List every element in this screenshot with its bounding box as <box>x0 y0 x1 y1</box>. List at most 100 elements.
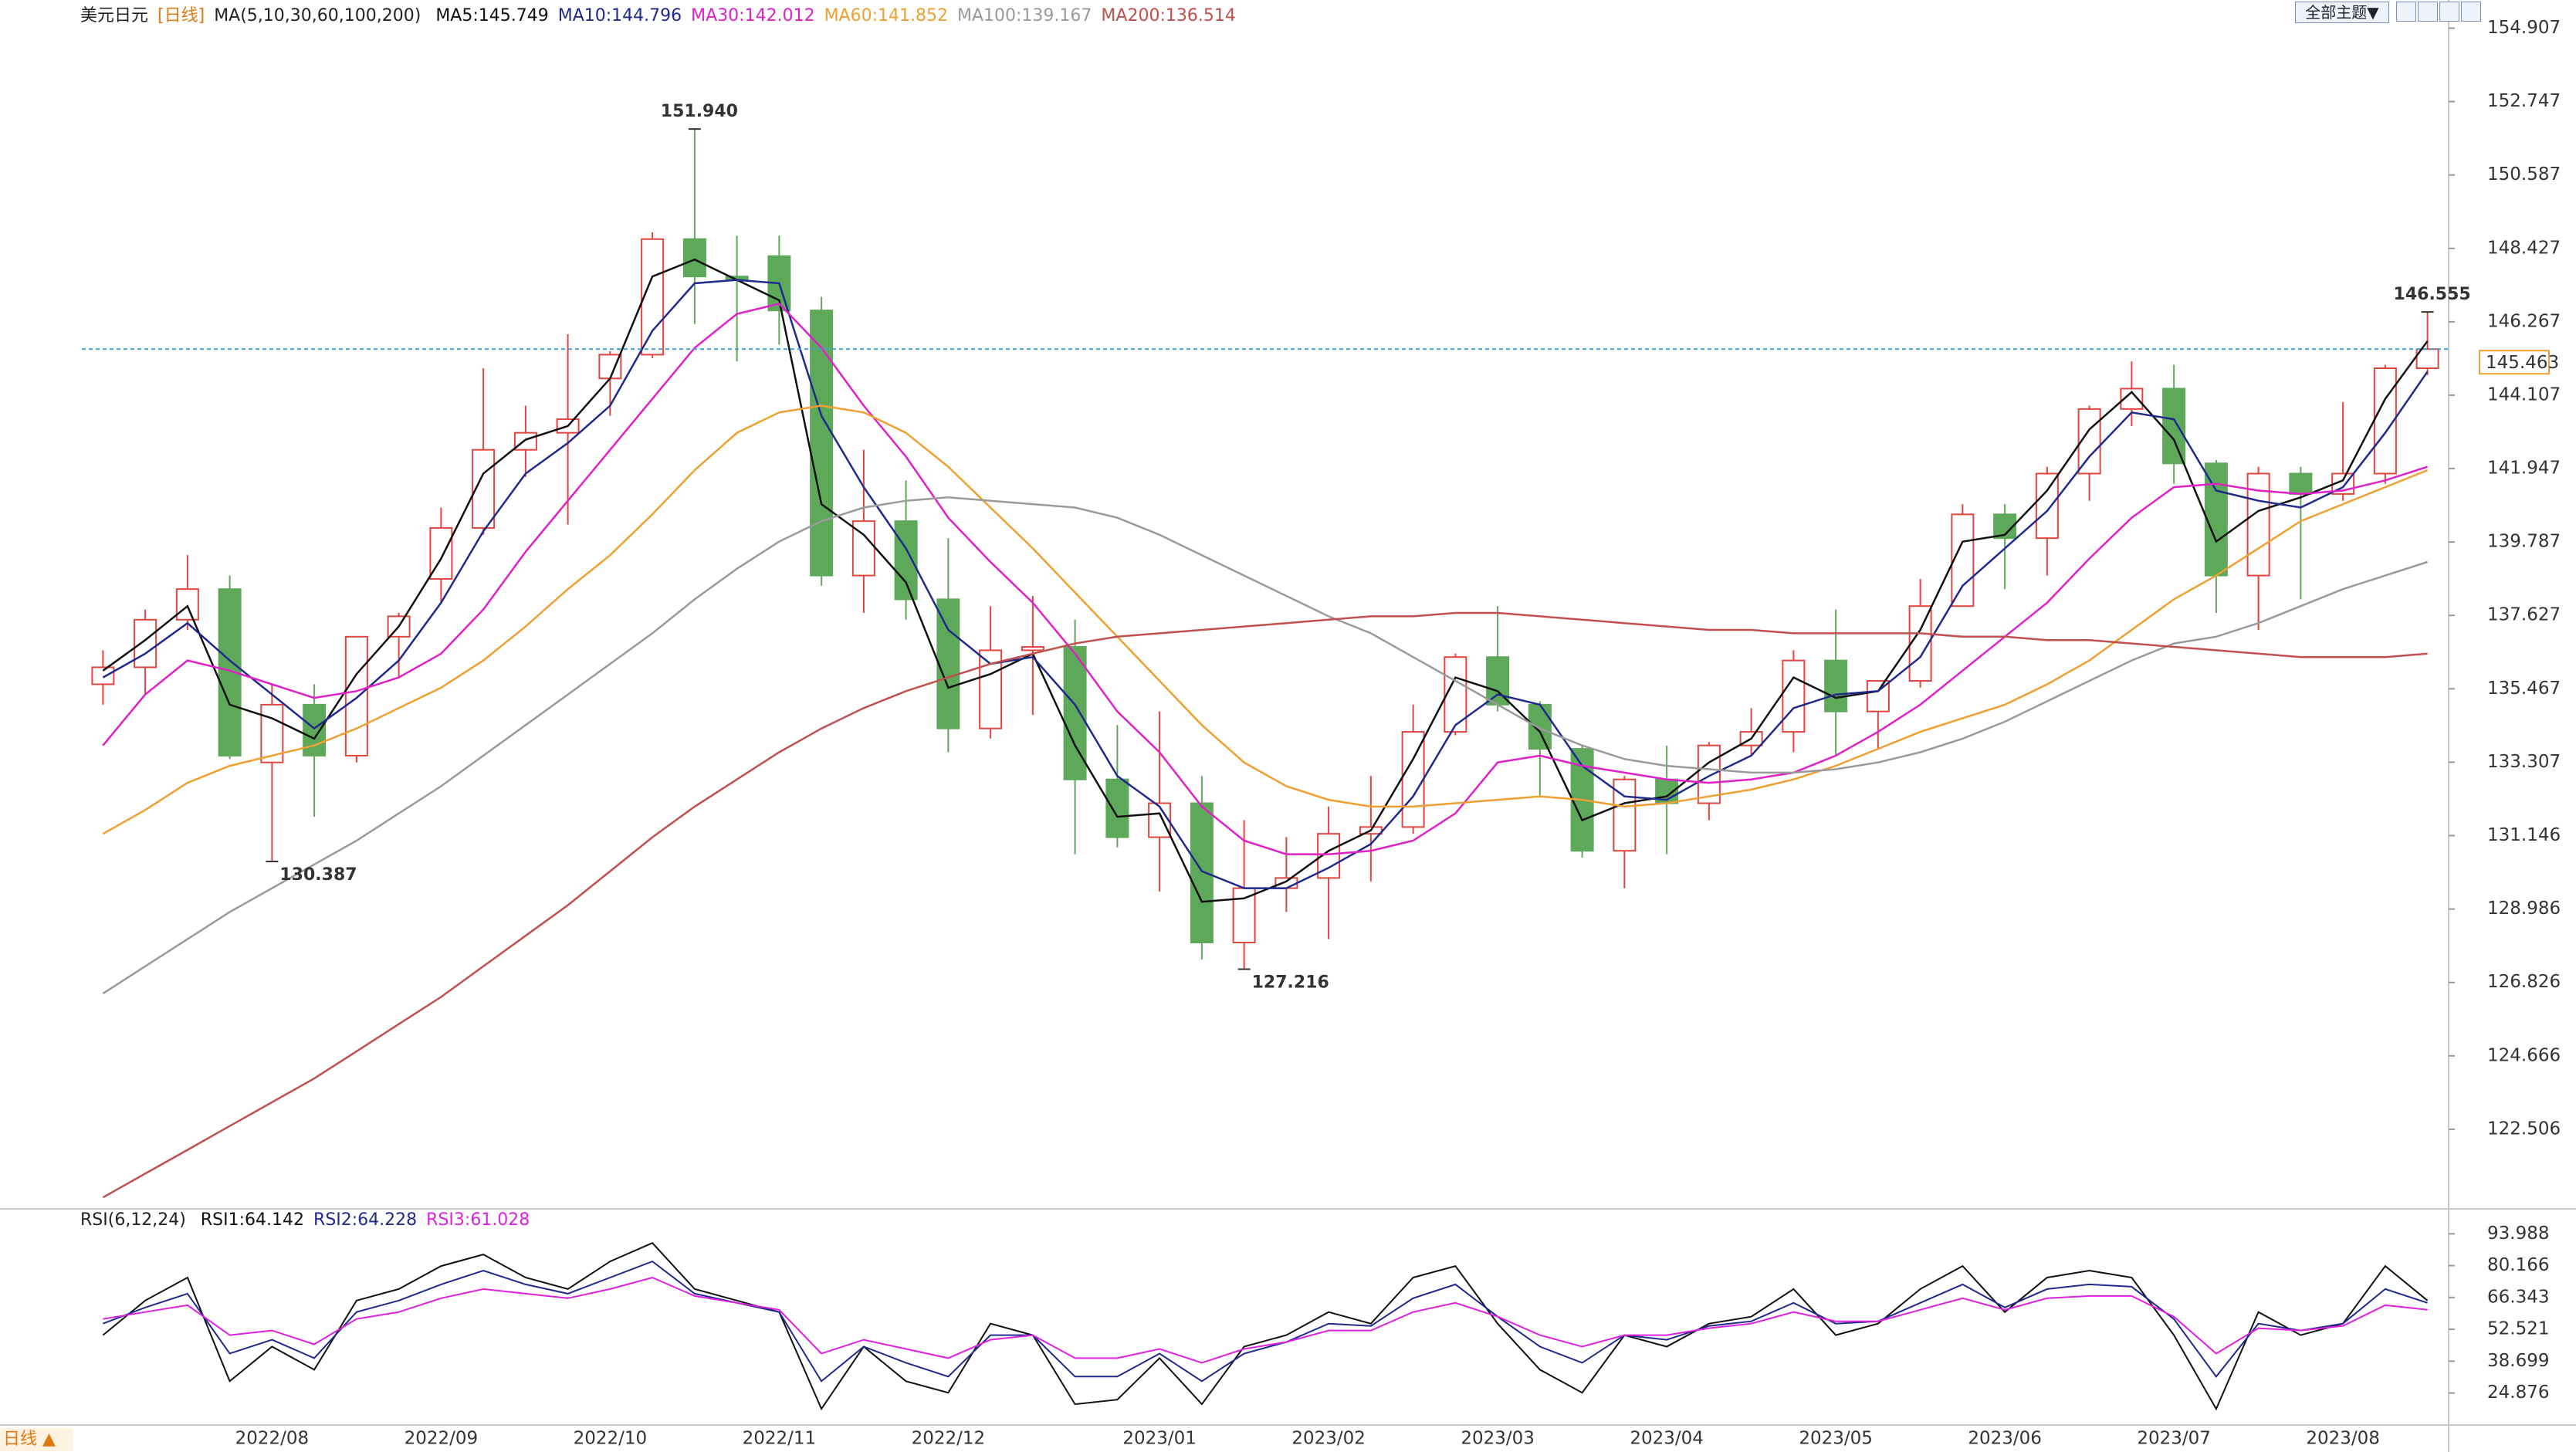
y-tick-label: 124.666 <box>2487 1045 2561 1065</box>
x-tick-label: 2023/06 <box>1968 1429 2042 1449</box>
ma-line <box>102 611 2428 1199</box>
candle-body <box>513 432 537 451</box>
y-tick-label: 150.587 <box>2487 164 2561 184</box>
candle-body <box>1105 778 1129 838</box>
y-tick-label: 131.146 <box>2487 825 2561 845</box>
y-tick-label: 144.107 <box>2487 384 2561 404</box>
y-tick-label: 139.787 <box>2487 532 2561 552</box>
icon-button[interactable] <box>2461 2 2481 22</box>
candle-body <box>2204 462 2228 577</box>
x-tick-label: 2022/08 <box>235 1429 310 1449</box>
annotation: 130.387 <box>279 865 357 885</box>
legend-item: MA100:139.167 <box>957 6 1092 25</box>
ma-label: MA(5,10,30,60,100,200) <box>214 6 421 25</box>
y-tick-label: 126.826 <box>2487 972 2561 992</box>
annotation: 151.940 <box>661 102 738 121</box>
candle-body <box>682 238 706 278</box>
annotation: 127.216 <box>1252 973 1329 993</box>
candle-body <box>91 666 115 685</box>
ma-line <box>102 404 2429 835</box>
candle-body <box>1190 802 1214 944</box>
rsi-line <box>103 1276 2428 1364</box>
x-tick-label: 2022/10 <box>574 1429 648 1449</box>
x-tick-label: 2022/11 <box>743 1429 817 1449</box>
legend-item: MA10:144.796 <box>557 6 682 25</box>
candle-body <box>936 598 960 729</box>
candle-body <box>344 635 368 756</box>
candle-body <box>1274 877 1298 889</box>
legend-item: MA60:141.852 <box>824 6 948 25</box>
x-tick-label: 2023/02 <box>1291 1429 1366 1449</box>
y-tick-label: 24.876 <box>2487 1383 2549 1403</box>
x-tick-label: 2022/09 <box>405 1429 479 1449</box>
y-tick-label: 128.986 <box>2487 899 2561 919</box>
y-tick-label: 146.267 <box>2487 311 2561 331</box>
y-tick-label: 148.427 <box>2487 238 2561 258</box>
x-tick-label: 2023/01 <box>1122 1429 1197 1449</box>
legend-item: MA200:136.514 <box>1101 6 1236 25</box>
x-tick-label: 2022/12 <box>912 1429 986 1449</box>
rsi-line <box>102 1241 2429 1411</box>
candle-body <box>134 618 157 668</box>
candle-body <box>429 526 453 580</box>
icon-button[interactable] <box>2439 2 2459 22</box>
ma-line <box>102 303 2428 855</box>
x-tick-label: 2023/04 <box>1630 1429 1704 1449</box>
candle-body <box>2289 472 2313 495</box>
candle-body <box>175 588 199 621</box>
ma-line <box>102 258 2429 903</box>
y-tick-label: 137.627 <box>2487 605 2561 625</box>
legend-item: RSI1:64.142 <box>200 1210 305 1230</box>
x-tick-label: 2023/03 <box>1461 1429 1535 1449</box>
icon-button[interactable] <box>2418 2 2438 22</box>
candle-body <box>1401 731 1425 828</box>
chart-header: 美元日元 [日线] MA(5,10,30,60,100,200) MA5:145.7… <box>80 2 1245 26</box>
ma-line <box>102 496 2428 995</box>
candle-body <box>1951 513 1975 608</box>
candle-body <box>1021 646 1044 652</box>
period-tab[interactable]: 日线 ▲ <box>0 1428 73 1451</box>
x-tick-label: 2023/08 <box>2306 1429 2380 1449</box>
y-tick-label: 154.907 <box>2487 18 2561 38</box>
chart-title: 美元日元 <box>80 6 149 25</box>
candle-body <box>2035 472 2059 540</box>
period: [日线] <box>157 6 205 25</box>
last-price-label: 145.463 <box>2486 353 2559 373</box>
theme-button[interactable]: 全部主题▼ <box>2295 2 2389 23</box>
icon-button[interactable] <box>2396 2 2416 22</box>
candle-body <box>1824 659 1848 712</box>
y-tick-label: 152.747 <box>2487 91 2561 111</box>
y-tick-label: 66.343 <box>2487 1287 2549 1307</box>
y-tick-label: 141.947 <box>2487 459 2561 479</box>
y-tick-label: 122.506 <box>2487 1119 2561 1139</box>
y-tick-label: 135.467 <box>2487 679 2561 699</box>
candle-body <box>260 703 284 763</box>
rsi-line <box>103 1260 2428 1383</box>
x-tick-label: 2023/05 <box>1799 1429 1873 1449</box>
legend-item: MA5:145.749 <box>435 6 549 25</box>
legend-item: RSI2:64.228 <box>313 1210 418 1230</box>
y-tick-label: 93.988 <box>2487 1224 2549 1244</box>
candle-body <box>894 520 918 601</box>
candle-body <box>1528 703 1552 750</box>
last-price-box <box>2479 350 2550 375</box>
candle-body <box>1232 887 1256 944</box>
rsi-header: RSI(6,12,24) RSI1:64.142 RSI2:64.228 RSI3:… <box>80 1210 539 1230</box>
rsi-label: RSI(6,12,24) <box>80 1210 186 1230</box>
candle-body <box>1697 744 1721 804</box>
annotation: 146.555 <box>2394 285 2471 304</box>
y-tick-label: 133.307 <box>2487 752 2561 772</box>
ma-line <box>102 279 2429 889</box>
legend-item: RSI3:61.028 <box>426 1210 530 1230</box>
candle-body <box>810 310 834 577</box>
candle-body <box>2077 408 2101 475</box>
y-tick-label: 52.521 <box>2487 1319 2549 1339</box>
candle-body <box>1148 802 1172 838</box>
x-tick-label: 2023/07 <box>2137 1429 2211 1449</box>
y-tick-label: 38.699 <box>2487 1351 2549 1371</box>
candle-body <box>641 238 665 356</box>
candle-body <box>2162 388 2186 465</box>
y-tick-label: 80.166 <box>2487 1255 2549 1275</box>
